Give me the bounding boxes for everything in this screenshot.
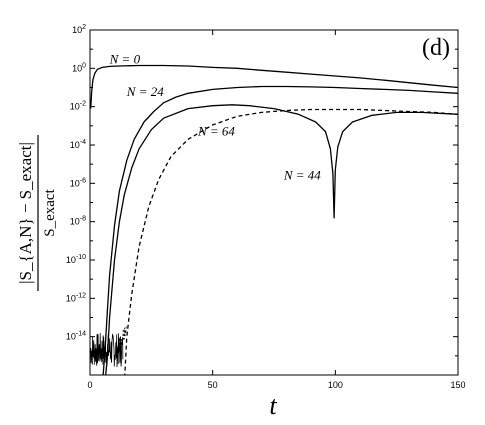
series-line-24 bbox=[102, 85, 458, 375]
curve-label-24: N = 24 bbox=[126, 84, 164, 99]
y-axis-label-numerator: |S_{A,N} − S_exact| bbox=[16, 142, 35, 284]
curve-label-0: N = 0 bbox=[109, 52, 141, 67]
x-tick-label: 50 bbox=[208, 380, 218, 390]
axes: 0 50 100 150 10-14 10-12 10-10 10-8 10-6 10-4 10-2… bbox=[66, 24, 466, 390]
y-tick-label: 10-6 bbox=[70, 177, 86, 188]
annotations: N = 0 N = 24 N = 64 N = 44 bbox=[109, 52, 322, 183]
panel-label: (d) bbox=[422, 35, 450, 61]
x-tick-label: 150 bbox=[450, 380, 465, 390]
series-line-44 bbox=[105, 104, 458, 375]
x-tick-label: 0 bbox=[87, 380, 92, 390]
series-line-64 bbox=[124, 108, 458, 375]
x-axis-label: t bbox=[269, 391, 277, 420]
noise-dashed bbox=[116, 325, 127, 358]
y-tick-label: 10-8 bbox=[70, 216, 86, 227]
x-tick-label: 100 bbox=[328, 380, 343, 390]
y-tick-label: 10-14 bbox=[66, 331, 86, 342]
y-tick-label: 102 bbox=[72, 24, 86, 35]
y-tick-label: 10-2 bbox=[70, 101, 86, 112]
y-tick-label: 10-12 bbox=[66, 292, 86, 303]
series-group bbox=[90, 64, 458, 375]
y-tick-label: 100 bbox=[72, 62, 86, 73]
curve-label-64: N = 64 bbox=[197, 123, 235, 138]
series-line-0 bbox=[90, 64, 458, 109]
noise-solid bbox=[90, 333, 124, 368]
y-tick-label: 10-10 bbox=[66, 254, 86, 265]
noise-band bbox=[90, 325, 127, 368]
curve-label-44: N = 44 bbox=[283, 168, 321, 183]
y-axis-label-denominator: S_exact bbox=[42, 188, 58, 236]
y-tick-label: 10-4 bbox=[70, 139, 86, 150]
y-axis-label: |S_{A,N} − S_exact| S_exact bbox=[16, 135, 58, 291]
